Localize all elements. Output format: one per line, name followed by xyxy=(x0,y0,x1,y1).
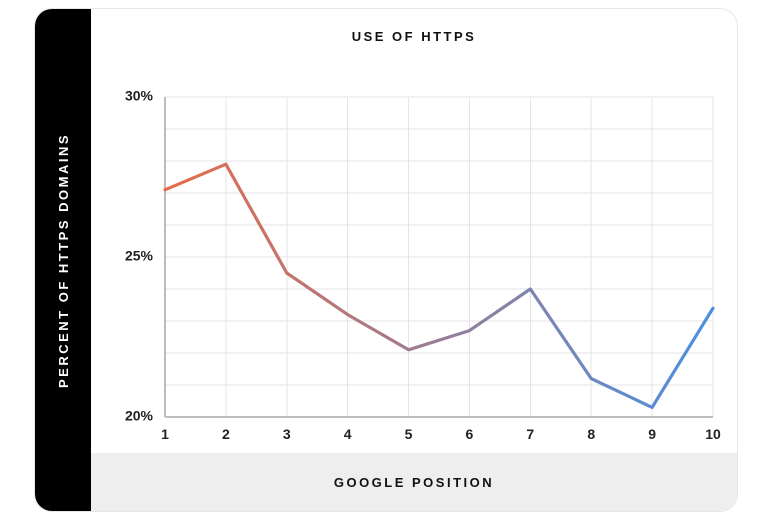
x-tick-label: 5 xyxy=(405,426,413,442)
x-tick-label: 9 xyxy=(648,426,656,442)
y-tick-label: 20% xyxy=(125,408,154,424)
data-line xyxy=(165,164,713,407)
y-tick-label: 30% xyxy=(125,88,154,104)
x-tick-label: 1 xyxy=(161,426,169,442)
x-tick-label: 2 xyxy=(222,426,230,442)
y-axis-title-wrap: PERCENT OF HTTPS DOMAINS xyxy=(35,9,91,511)
chart-frame: PERCENT OF HTTPS DOMAINS USE OF HTTPS 20… xyxy=(0,0,766,525)
y-tick-label: 25% xyxy=(125,248,154,264)
x-tick-label: 6 xyxy=(466,426,474,442)
x-tick-label: 10 xyxy=(705,426,721,442)
x-tick-label: 3 xyxy=(283,426,291,442)
chart-card: PERCENT OF HTTPS DOMAINS USE OF HTTPS 20… xyxy=(34,8,738,512)
y-axis-band: PERCENT OF HTTPS DOMAINS xyxy=(35,9,91,511)
x-tick-label: 7 xyxy=(526,426,534,442)
x-axis-band: GOOGLE POSITION xyxy=(91,453,737,511)
chart-title: USE OF HTTPS xyxy=(91,29,737,44)
plot-area: 20% 25% 30% 1 2 3 4 5 6 7 8 9 10 xyxy=(91,59,737,453)
x-tick-label: 8 xyxy=(587,426,595,442)
x-tick-label: 4 xyxy=(344,426,352,442)
chart-svg: 20% 25% 30% 1 2 3 4 5 6 7 8 9 10 xyxy=(91,59,737,453)
x-axis-title: GOOGLE POSITION xyxy=(334,475,494,490)
y-axis-title: PERCENT OF HTTPS DOMAINS xyxy=(56,132,71,387)
